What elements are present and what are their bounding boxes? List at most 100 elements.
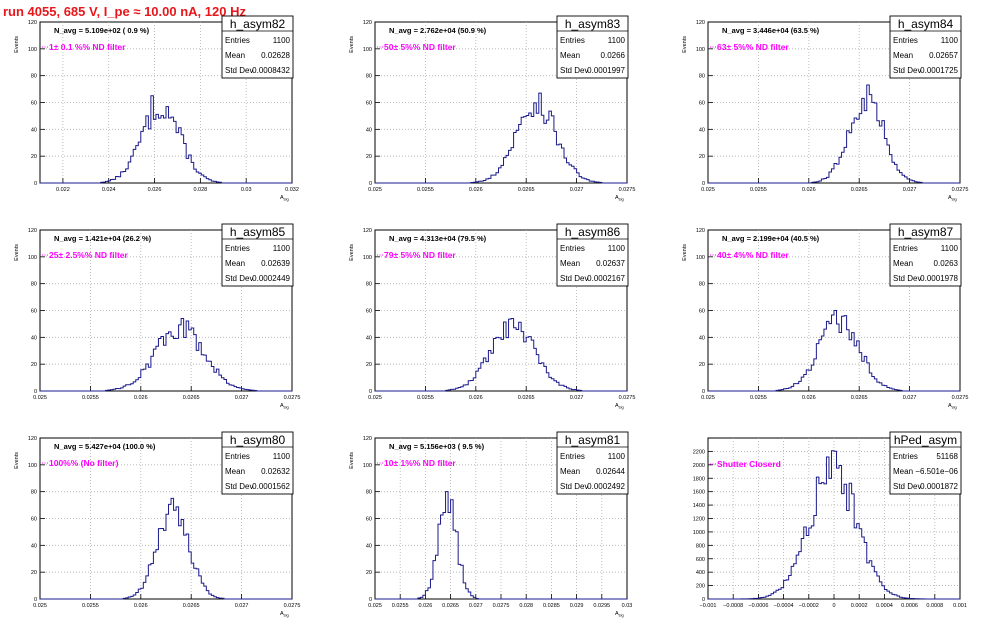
- x-tick-label: 0.0265: [442, 603, 459, 609]
- stats-value: 0.02657: [929, 51, 958, 60]
- x-tick-label: 0.0255: [417, 395, 434, 401]
- stats-label: Std Dev: [225, 274, 253, 283]
- y-tick-label: 100: [28, 463, 37, 469]
- stats-label: Mean: [893, 51, 913, 60]
- x-axis-title: Asig: [948, 403, 957, 410]
- y-tick-label: 100: [696, 47, 705, 53]
- stats-value: 0.0008432: [252, 66, 290, 75]
- y-tick-label: 20: [699, 154, 705, 160]
- x-tick-label: 0.025: [33, 603, 47, 609]
- y-tick-label: 2200: [693, 449, 705, 455]
- y-tick-label: 2000: [693, 463, 705, 469]
- y-tick-label: 0: [34, 597, 37, 603]
- y-tick-label: 60: [31, 101, 37, 107]
- histogram-line: [708, 84, 960, 184]
- stats-value: 0.0001562: [252, 482, 290, 491]
- y-tick-label: 1400: [693, 503, 705, 509]
- stats-label: Std Dev: [560, 66, 588, 75]
- x-tick-label: 0.0265: [518, 395, 535, 401]
- x-tick-label: 0.0002: [851, 603, 868, 609]
- y-tick-label: 60: [699, 101, 705, 107]
- stats-value: 0.0002492: [587, 482, 625, 491]
- x-tick-label: 0.025: [368, 603, 382, 609]
- y-tick-label: 120: [28, 20, 37, 26]
- x-tick-label: 0.0265: [851, 395, 868, 401]
- stats-label: Std Dev: [893, 66, 921, 75]
- x-tick-label: 0.0295: [593, 603, 610, 609]
- y-tick-label: 20: [31, 154, 37, 160]
- y-tick-label: 1200: [693, 517, 705, 523]
- x-axis-title: Asig: [615, 403, 624, 410]
- x-tick-label: 0.0285: [543, 603, 560, 609]
- x-tick-label: 0.027: [235, 395, 249, 401]
- x-tick-label: 0.025: [368, 187, 382, 193]
- x-tick-label: 0.026: [469, 187, 483, 193]
- y-tick-label: 80: [366, 490, 372, 496]
- x-axis-title-sub: sig: [619, 197, 624, 202]
- y-tick-label: 100: [363, 47, 372, 53]
- stats-label: Entries: [893, 244, 918, 253]
- histogram-line: [708, 450, 960, 600]
- filter-label: 40± 4%% ND filter: [717, 250, 789, 260]
- stats-hist-name: h_asym84: [898, 17, 954, 31]
- stats-value: 0.02639: [261, 259, 290, 268]
- x-axis-title: Asig: [280, 403, 289, 410]
- x-tick-label: 0.027: [235, 603, 249, 609]
- stats-value: 0.02644: [596, 467, 625, 476]
- y-axis-title: Events: [14, 452, 20, 469]
- x-tick-label: 0.027: [570, 187, 584, 193]
- histogram-panel-h_asym82: 0 20 40 60 80 100 120 0.022 0.024 0.026 0.028 0.03 0…: [14, 15, 299, 202]
- stats-label: Entries: [225, 36, 250, 45]
- y-tick-label: 800: [696, 543, 705, 549]
- y-tick-label: 400: [696, 570, 705, 576]
- histogram-panel-h_asym87: 0 20 40 60 80 100 120 0.025 0.0255 0.026 0.0265 0.0…: [682, 223, 968, 410]
- stats-value: 0.0001725: [920, 66, 958, 75]
- histogram-panel-h_asym86: 0 20 40 60 80 100 120 0.025 0.0255 0.026 0.0265 0.0…: [349, 223, 635, 410]
- histogram-line: [375, 491, 627, 600]
- stats-value: 0.0002449: [252, 274, 290, 283]
- stats-label: Entries: [560, 452, 585, 461]
- x-tick-label: 0.024: [102, 187, 116, 193]
- x-axis-title-sub: sig: [619, 613, 624, 618]
- x-tick-label: 0.028: [519, 603, 533, 609]
- histogram-line: [708, 310, 960, 392]
- stats-value: 0.0001978: [920, 274, 958, 283]
- filter-label: 50± 5%% ND filter: [384, 42, 456, 52]
- y-tick-label: 1000: [693, 530, 705, 536]
- stats-hist-name: h_asym87: [898, 225, 954, 239]
- x-tick-label: 0.025: [368, 395, 382, 401]
- stats-value: 1100: [608, 36, 626, 45]
- stats-value: 0.0263: [934, 259, 959, 268]
- x-tick-label: 0.027: [903, 395, 917, 401]
- y-tick-label: 40: [699, 127, 705, 133]
- y-tick-label: 120: [696, 228, 705, 234]
- y-tick-label: 40: [31, 335, 37, 341]
- y-tick-label: 20: [31, 362, 37, 368]
- stats-label: Entries: [225, 244, 250, 253]
- x-tick-label: 0.027: [570, 395, 584, 401]
- stats-hist-name: h_asym81: [565, 433, 621, 447]
- filter-label: 79± 5%% ND filter: [384, 250, 456, 260]
- y-tick-label: 80: [31, 74, 37, 80]
- y-tick-label: 100: [363, 255, 372, 261]
- x-tick-label: −0.001: [700, 603, 717, 609]
- x-tick-label: 0.026: [419, 603, 433, 609]
- x-axis-title-sub: sig: [284, 613, 289, 618]
- stats-box: [221, 223, 294, 287]
- histogram-panel-h_asym83: 0 20 40 60 80 100 120 0.025 0.0255 0.026 0.0265 0.0…: [349, 15, 635, 202]
- y-tick-label: 60: [31, 309, 37, 315]
- x-axis-title: Asig: [280, 611, 289, 618]
- stats-hist-name: h_asym80: [230, 433, 286, 447]
- x-tick-label: 0.0275: [952, 187, 969, 193]
- x-tick-label: 0.0255: [750, 187, 767, 193]
- y-tick-label: 100: [28, 255, 37, 261]
- histogram-panel-h_asym84: 0 20 40 60 80 100 120 0.025 0.0255 0.026 0.0265 0.0…: [682, 15, 969, 202]
- x-axis-title-sub: sig: [284, 197, 289, 202]
- y-tick-label: 80: [699, 282, 705, 288]
- stats-label: Std Dev: [225, 66, 253, 75]
- x-tick-label: 0.0275: [284, 395, 301, 401]
- y-tick-label: 60: [699, 309, 705, 315]
- x-axis-title-sub: sig: [952, 197, 957, 202]
- y-axis-title: Events: [349, 36, 355, 53]
